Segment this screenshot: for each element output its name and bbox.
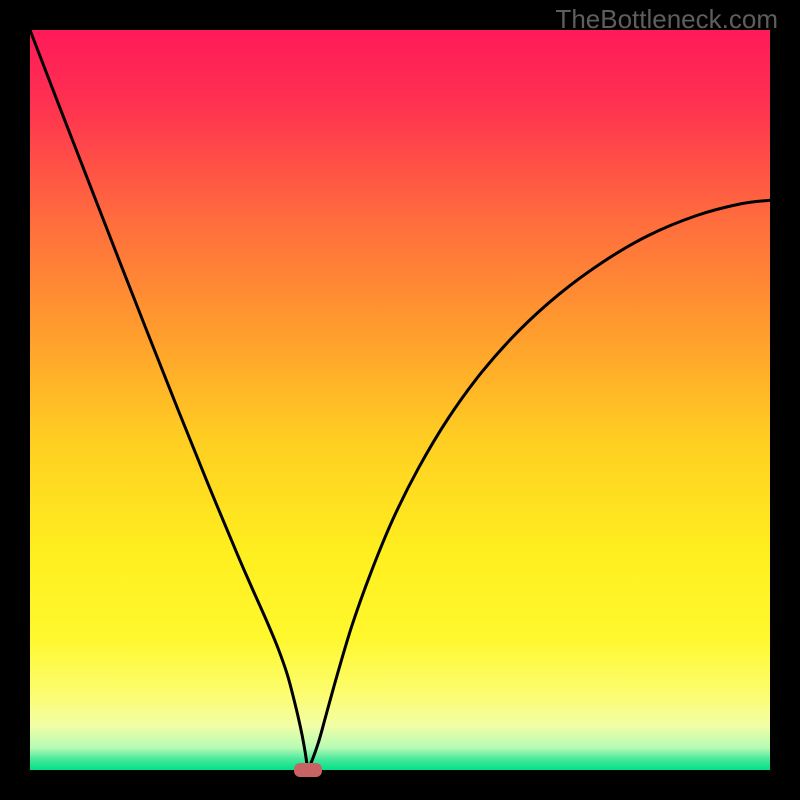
optimum-marker [294, 763, 322, 777]
plot-area [30, 30, 770, 770]
bottleneck-curve [30, 30, 770, 770]
chart-container: TheBottleneck.com [0, 0, 800, 800]
